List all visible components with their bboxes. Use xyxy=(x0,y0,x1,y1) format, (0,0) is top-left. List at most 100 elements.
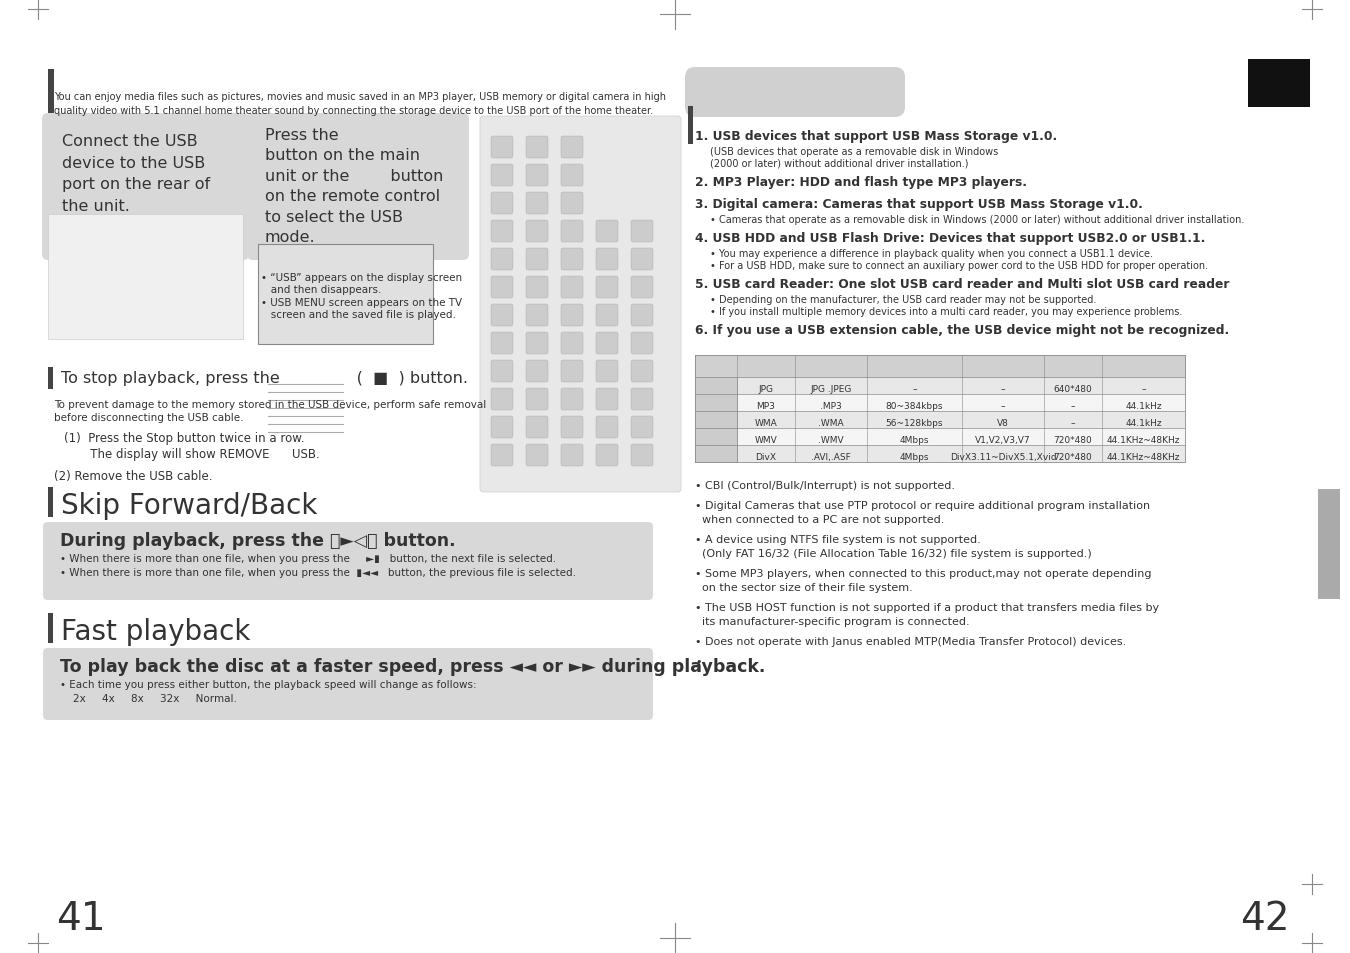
FancyBboxPatch shape xyxy=(526,333,548,355)
FancyBboxPatch shape xyxy=(630,389,653,411)
FancyBboxPatch shape xyxy=(491,305,513,327)
Text: • “USB” appears on the display screen: • “USB” appears on the display screen xyxy=(261,273,462,283)
Text: on the sector size of their file system.: on the sector size of their file system. xyxy=(695,582,913,593)
FancyBboxPatch shape xyxy=(526,444,548,467)
FancyBboxPatch shape xyxy=(481,117,680,493)
FancyBboxPatch shape xyxy=(491,333,513,355)
Text: –: – xyxy=(913,385,917,394)
Text: screen and the saved file is played.: screen and the saved file is played. xyxy=(261,310,456,319)
FancyBboxPatch shape xyxy=(491,193,513,214)
Text: 41: 41 xyxy=(55,899,105,937)
Text: You can enjoy media files such as pictures, movies and music saved in an MP3 pla: You can enjoy media files such as pictur… xyxy=(54,91,666,116)
Text: • Digital Cameras that use PTP protocol or require additional program installati: • Digital Cameras that use PTP protocol … xyxy=(695,500,1150,511)
Text: • When there is more than one file, when you press the  ▮◄◄   button, the previo: • When there is more than one file, when… xyxy=(59,567,576,578)
Text: • USB MENU screen appears on the TV: • USB MENU screen appears on the TV xyxy=(261,297,462,308)
Text: • CBI (Control/Bulk/Interrupt) is not supported.: • CBI (Control/Bulk/Interrupt) is not su… xyxy=(695,480,954,491)
Text: • Some MP3 players, when connected to this product,may not operate depending: • Some MP3 players, when connected to th… xyxy=(695,568,1152,578)
FancyBboxPatch shape xyxy=(562,444,583,467)
FancyBboxPatch shape xyxy=(526,389,548,411)
Text: (Only FAT 16/32 (File Allocation Table 16/32) file system is supported.): (Only FAT 16/32 (File Allocation Table 1… xyxy=(695,548,1092,558)
Bar xyxy=(258,245,433,345)
FancyBboxPatch shape xyxy=(491,276,513,298)
Text: To prevent damage to the memory stored in the USB device, perform safe removal: To prevent damage to the memory stored i… xyxy=(54,399,486,410)
FancyBboxPatch shape xyxy=(562,333,583,355)
Text: (1)  Press the Stop button twice in a row.: (1) Press the Stop button twice in a row… xyxy=(63,432,305,444)
FancyBboxPatch shape xyxy=(43,648,653,720)
FancyBboxPatch shape xyxy=(526,221,548,243)
Text: 44.1kHz: 44.1kHz xyxy=(1125,401,1162,411)
Text: 4Mbps: 4Mbps xyxy=(899,453,929,461)
Text: • The USB HOST function is not supported if a product that transfers media files: • The USB HOST function is not supported… xyxy=(695,602,1160,613)
Text: WMA: WMA xyxy=(755,418,778,428)
Text: 720*480: 720*480 xyxy=(1053,436,1092,444)
Text: 44.1KHz~48KHz: 44.1KHz~48KHz xyxy=(1107,453,1180,461)
Text: .WMV: .WMV xyxy=(818,436,844,444)
FancyBboxPatch shape xyxy=(526,276,548,298)
Text: before disconnecting the USB cable.: before disconnecting the USB cable. xyxy=(54,413,243,422)
Text: The display will show REMOVE      USB.: The display will show REMOVE USB. xyxy=(63,448,320,460)
FancyBboxPatch shape xyxy=(43,522,653,600)
FancyBboxPatch shape xyxy=(562,360,583,382)
FancyBboxPatch shape xyxy=(491,389,513,411)
Text: 44.1kHz: 44.1kHz xyxy=(1125,418,1162,428)
Bar xyxy=(1318,490,1341,599)
Text: • If you install multiple memory devices into a multi card reader, you may exper: • If you install multiple memory devices… xyxy=(710,307,1183,316)
Bar xyxy=(695,377,1185,395)
FancyBboxPatch shape xyxy=(42,113,248,261)
Bar xyxy=(49,488,53,517)
Text: DivX3.11~DivX5.1,Xvid: DivX3.11~DivX5.1,Xvid xyxy=(949,453,1056,461)
Text: • Does not operate with Janus enabled MTP(Media Transfer Protocol) devices.: • Does not operate with Janus enabled MT… xyxy=(695,637,1126,646)
FancyBboxPatch shape xyxy=(491,416,513,438)
Bar xyxy=(695,355,1185,377)
FancyBboxPatch shape xyxy=(491,444,513,467)
Text: •: • xyxy=(695,657,702,666)
FancyBboxPatch shape xyxy=(630,416,653,438)
FancyBboxPatch shape xyxy=(595,360,618,382)
FancyBboxPatch shape xyxy=(595,416,618,438)
FancyBboxPatch shape xyxy=(526,165,548,187)
Text: 5. USB card Reader: One slot USB card reader and Multi slot USB card reader: 5. USB card Reader: One slot USB card re… xyxy=(695,277,1230,291)
Text: Connect the USB
device to the USB
port on the rear of
the unit.: Connect the USB device to the USB port o… xyxy=(62,133,211,213)
Text: • For a USB HDD, make sure to connect an auxiliary power cord to the USB HDD for: • For a USB HDD, make sure to connect an… xyxy=(710,261,1208,271)
Text: –: – xyxy=(1071,418,1075,428)
Text: Press the
button on the main
unit or the        button
on the remote control
to : Press the button on the main unit or the… xyxy=(265,128,443,245)
Text: 4Mbps: 4Mbps xyxy=(899,436,929,444)
Bar xyxy=(695,446,737,462)
FancyBboxPatch shape xyxy=(684,68,905,118)
FancyBboxPatch shape xyxy=(562,249,583,271)
Text: • Each time you press either button, the playback speed will change as follows:: • Each time you press either button, the… xyxy=(59,679,477,689)
Text: 4. USB HDD and USB Flash Drive: Devices that support USB2.0 or USB1.1.: 4. USB HDD and USB Flash Drive: Devices … xyxy=(695,232,1206,245)
FancyBboxPatch shape xyxy=(491,221,513,243)
Text: Skip Forward/Back: Skip Forward/Back xyxy=(61,492,317,519)
Text: • Depending on the manufacturer, the USB card reader may not be supported.: • Depending on the manufacturer, the USB… xyxy=(710,294,1096,305)
Text: .WMA: .WMA xyxy=(818,418,844,428)
FancyBboxPatch shape xyxy=(491,249,513,271)
FancyBboxPatch shape xyxy=(630,444,653,467)
Text: (2) Remove the USB cable.: (2) Remove the USB cable. xyxy=(54,470,212,482)
Text: 3. Digital camera: Cameras that support USB Mass Storage v1.0.: 3. Digital camera: Cameras that support … xyxy=(695,198,1143,211)
Text: V8: V8 xyxy=(998,418,1008,428)
Text: 720*480: 720*480 xyxy=(1053,453,1092,461)
FancyBboxPatch shape xyxy=(491,137,513,159)
FancyBboxPatch shape xyxy=(562,416,583,438)
Bar xyxy=(695,429,737,446)
FancyBboxPatch shape xyxy=(630,221,653,243)
FancyBboxPatch shape xyxy=(630,276,653,298)
Text: • Cameras that operate as a removable disk in Windows (2000 or later) without ad: • Cameras that operate as a removable di… xyxy=(710,214,1245,225)
Text: To stop playback, press the               (  ■  ) button.: To stop playback, press the ( ■ ) button… xyxy=(61,371,468,386)
Text: • A device using NTFS file system is not supported.: • A device using NTFS file system is not… xyxy=(695,535,980,544)
FancyBboxPatch shape xyxy=(630,333,653,355)
FancyBboxPatch shape xyxy=(562,221,583,243)
FancyBboxPatch shape xyxy=(526,305,548,327)
Bar xyxy=(49,70,54,174)
FancyBboxPatch shape xyxy=(562,137,583,159)
Text: MP3: MP3 xyxy=(756,401,775,411)
Text: 2. MP3 Player: HDD and flash type MP3 players.: 2. MP3 Player: HDD and flash type MP3 pl… xyxy=(695,175,1027,189)
Bar xyxy=(49,368,53,390)
Text: when connected to a PC are not supported.: when connected to a PC are not supported… xyxy=(695,515,945,524)
Text: (2000 or later) without additional driver installation.): (2000 or later) without additional drive… xyxy=(710,159,968,169)
FancyBboxPatch shape xyxy=(562,276,583,298)
Bar xyxy=(49,214,243,339)
FancyBboxPatch shape xyxy=(595,305,618,327)
Text: V1,V2,V3,V7: V1,V2,V3,V7 xyxy=(975,436,1031,444)
